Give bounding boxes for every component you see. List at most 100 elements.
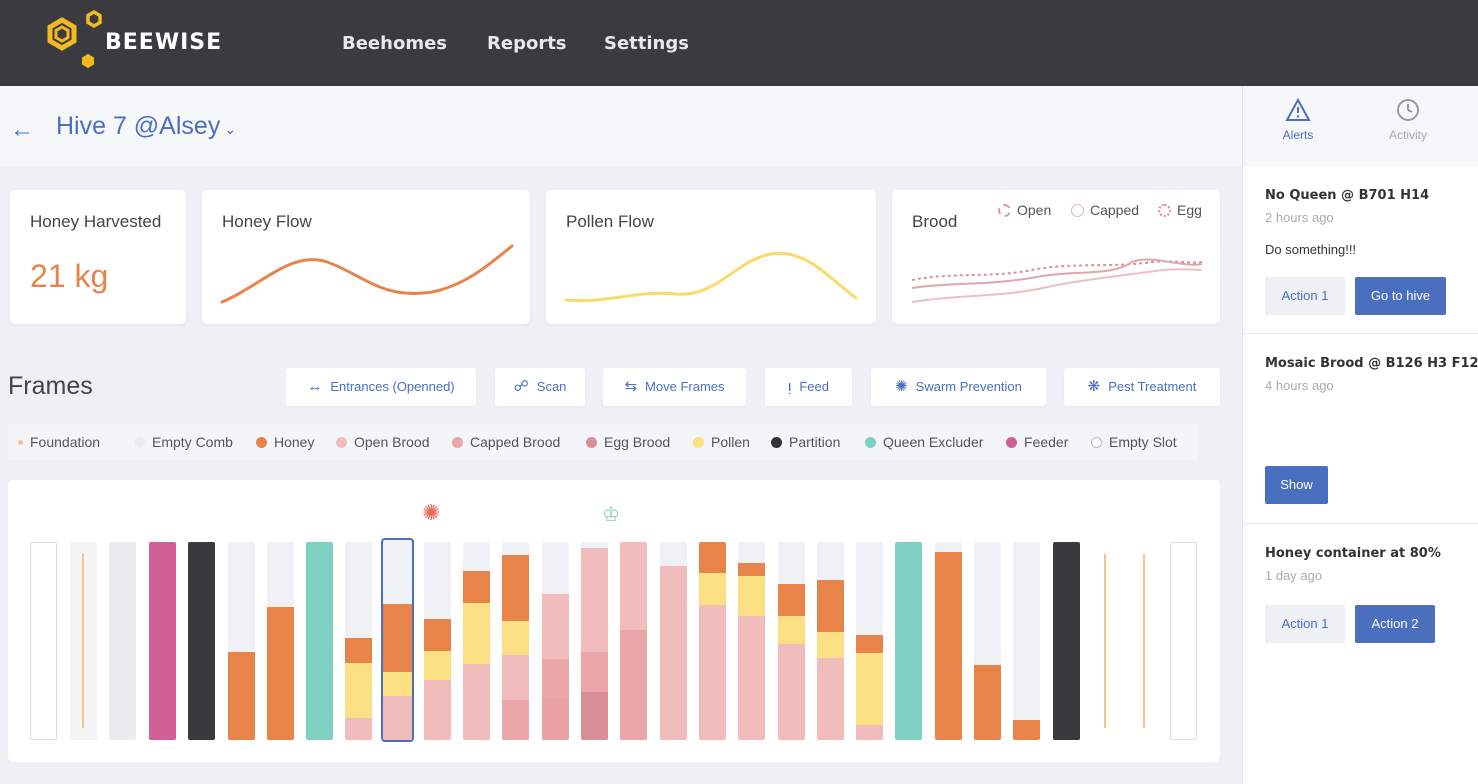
beewise-logo-icon xyxy=(47,9,102,68)
alert-action-1-button[interactable]: Action 1 xyxy=(1265,605,1345,643)
legend-item: Capped Brood xyxy=(452,434,560,450)
nav-reports[interactable]: Reports xyxy=(487,33,567,54)
legend-item: Partition xyxy=(771,434,840,450)
alert-card: Honey container at 80% 1 day ago Action … xyxy=(1243,524,1478,664)
frame-empty-slot[interactable] xyxy=(30,542,57,740)
brood-sparkline xyxy=(911,258,1203,303)
frame[interactable] xyxy=(1013,542,1040,740)
bug-icon: ❋ xyxy=(1087,378,1101,395)
brood-card[interactable]: Brood Open Capped Egg xyxy=(892,190,1220,324)
frame-foundation[interactable] xyxy=(70,542,97,740)
alert-action-2-button[interactable]: Action 2 xyxy=(1355,605,1435,643)
move-frames-button[interactable]: ⇆ Move Frames xyxy=(603,368,746,406)
frame-queen-excluder[interactable] xyxy=(306,542,333,740)
pollen-flow-label: Pollen Flow xyxy=(566,212,654,231)
tab-activity[interactable]: Activity xyxy=(1368,98,1448,142)
honey-harvested-label: Honey Harvested xyxy=(30,212,162,231)
frame[interactable] xyxy=(581,542,608,740)
back-arrow-icon[interactable]: ← xyxy=(10,116,34,143)
frame[interactable] xyxy=(345,542,372,740)
queen-excluder-dot-icon xyxy=(865,437,876,448)
scan-button[interactable]: ☍ Scan xyxy=(495,368,585,406)
brood-legend-capped: Capped xyxy=(1071,202,1139,218)
honey-flow-label: Honey Flow xyxy=(222,212,312,231)
frame[interactable] xyxy=(542,542,569,740)
frame-empty-slot[interactable] xyxy=(1170,542,1197,740)
legend-item: Foundation xyxy=(18,434,100,450)
crown-icon[interactable]: ♔ xyxy=(602,504,620,526)
frame[interactable] xyxy=(699,542,726,740)
frame[interactable] xyxy=(267,542,294,740)
frames-legend: Foundation Empty Comb Honey Open Brood C… xyxy=(8,424,1198,460)
swarm-marker-icon[interactable]: ✺ xyxy=(422,500,441,525)
alert-title: Honey container at 80% xyxy=(1265,546,1441,561)
nav-settings[interactable]: Settings xyxy=(604,33,689,54)
top-navigation-bar: BEEWISE Beehomes Reports Settings xyxy=(0,0,1478,86)
frame-partition[interactable] xyxy=(188,542,215,740)
tab-alerts[interactable]: Alerts xyxy=(1258,98,1338,142)
pest-treatment-button[interactable]: ❋ Pest Treatment xyxy=(1064,368,1220,406)
frame-empty-comb[interactable] xyxy=(109,542,136,740)
alert-body: Do something!!! xyxy=(1265,242,1357,257)
alert-time: 4 hours ago xyxy=(1265,378,1334,393)
pollen-flow-card[interactable]: Pollen Flow xyxy=(546,190,876,324)
egg-ring-icon xyxy=(1158,204,1171,217)
frame[interactable] xyxy=(228,542,255,740)
open-brood-dot-icon xyxy=(336,437,347,448)
frame[interactable] xyxy=(778,542,805,740)
honey-dot-icon xyxy=(256,437,267,448)
frame[interactable] xyxy=(738,542,765,740)
frame-queen-excluder[interactable] xyxy=(895,542,922,740)
tab-alerts-label: Alerts xyxy=(1282,128,1314,142)
frame[interactable] xyxy=(935,542,962,740)
feed-button[interactable]: ᴉ Feed xyxy=(765,368,852,406)
hive-title: Hive 7 @Alsey xyxy=(56,112,221,140)
arrows-horizontal-icon: ↔ xyxy=(307,378,323,395)
egg-brood-dot-icon xyxy=(586,437,597,448)
frame[interactable] xyxy=(424,542,451,740)
frame[interactable] xyxy=(620,542,647,740)
tab-activity-label: Activity xyxy=(1388,128,1427,142)
swarm-prevention-button[interactable]: ✺ Swarm Prevention xyxy=(871,368,1046,406)
entrances-button[interactable]: ↔ Entrances (Openned) xyxy=(286,368,476,406)
alert-time: 1 day ago xyxy=(1265,568,1323,583)
frames-panel: ✺ ♔ xyxy=(8,480,1220,762)
brood-label: Brood xyxy=(912,212,958,231)
alert-card: No Queen @ B701 H14 2 hours ago Do somet… xyxy=(1243,166,1478,334)
frame-partition[interactable] xyxy=(1053,542,1080,740)
frame[interactable] xyxy=(817,542,844,740)
empty-slot-dot-icon xyxy=(1091,437,1102,448)
frame[interactable] xyxy=(856,542,883,740)
go-to-hive-button[interactable]: Go to hive xyxy=(1355,277,1446,315)
swarm-icon: ✺ xyxy=(895,378,908,395)
alert-action-1-button[interactable]: Action 1 xyxy=(1265,277,1345,315)
empty-comb-dot-icon xyxy=(134,437,145,448)
honey-harvested-card: Honey Harvested 21 kg xyxy=(10,190,186,324)
partition-dot-icon xyxy=(771,437,782,448)
legend-item: Egg Brood xyxy=(586,434,670,450)
nav-beehomes[interactable]: Beehomes xyxy=(342,33,447,54)
frame-foundation[interactable] xyxy=(1092,542,1119,740)
show-button[interactable]: Show xyxy=(1265,466,1328,504)
legend-item: Empty Comb xyxy=(134,434,233,450)
frame-feeder[interactable] xyxy=(149,542,176,740)
alert-title: Mosaic Brood @ B126 H3 F12 xyxy=(1265,356,1478,371)
alert-time: 2 hours ago xyxy=(1265,210,1334,225)
frame[interactable] xyxy=(660,542,687,740)
frames-title: Frames xyxy=(8,372,93,400)
legend-item: Honey xyxy=(256,434,314,450)
frame[interactable] xyxy=(463,542,490,740)
pollen-flow-sparkline xyxy=(564,251,858,303)
alert-title: No Queen @ B701 H14 xyxy=(1265,188,1430,203)
frame[interactable] xyxy=(502,542,529,740)
frame-foundation[interactable] xyxy=(1131,542,1158,740)
honey-flow-card[interactable]: Honey Flow xyxy=(202,190,530,324)
frame-selected[interactable] xyxy=(381,538,414,742)
legend-item: Queen Excluder xyxy=(865,434,983,450)
legend-item: Open Brood xyxy=(336,434,430,450)
brood-legend-egg: Egg xyxy=(1158,202,1202,218)
brand-name: BEEWISE xyxy=(105,30,223,55)
hive-selector[interactable]: Hive 7 @Alsey ⌄ xyxy=(56,112,236,141)
utensils-icon: ᴉ xyxy=(788,378,792,395)
frame[interactable] xyxy=(974,542,1001,740)
